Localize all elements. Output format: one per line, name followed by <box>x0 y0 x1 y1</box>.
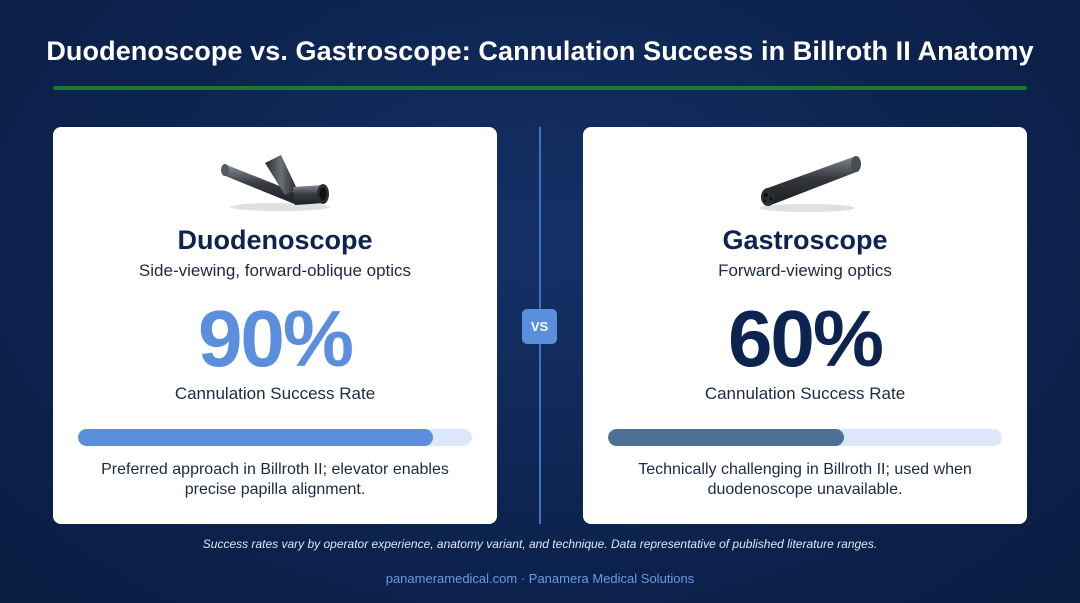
card-title: Duodenoscope <box>177 225 373 255</box>
gastroscope-tip-image <box>583 145 1027 215</box>
card-note: Technically challenging in Billroth II; … <box>638 461 972 498</box>
duodenoscope-tip-image <box>53 145 497 215</box>
success-rate-value: 90% <box>197 294 354 383</box>
duodenoscope-card: Duodenoscope Side-viewing, forward-obliq… <box>53 127 497 524</box>
gastroscope-card: Gastroscope Forward-viewing optics 60% C… <box>583 127 1027 524</box>
success-rate-value: 60% <box>727 294 884 383</box>
success-rate-bar-fill <box>78 429 433 446</box>
success-rate-bar <box>608 429 1002 446</box>
card-title: Gastroscope <box>722 225 888 255</box>
card-note: Preferred approach in Billroth II; eleva… <box>101 461 449 498</box>
success-rate-bar-fill <box>608 429 845 446</box>
footnote: Success rates vary by operator experienc… <box>202 537 878 551</box>
card-subtitle: Side-viewing, forward-oblique optics <box>138 261 412 280</box>
metric-label: Cannulation Success Rate <box>704 384 906 403</box>
metric-label: Cannulation Success Rate <box>174 384 376 403</box>
footer-credit: panameramedical.com · Panamera Medical S… <box>385 571 695 586</box>
page-title: Duodenoscope vs. Gastroscope: Cannulatio… <box>46 36 1034 66</box>
vs-badge: VS <box>522 309 557 344</box>
title-underline <box>53 86 1027 90</box>
card-subtitle: Forward-viewing optics <box>718 261 892 280</box>
success-rate-bar <box>78 429 472 446</box>
